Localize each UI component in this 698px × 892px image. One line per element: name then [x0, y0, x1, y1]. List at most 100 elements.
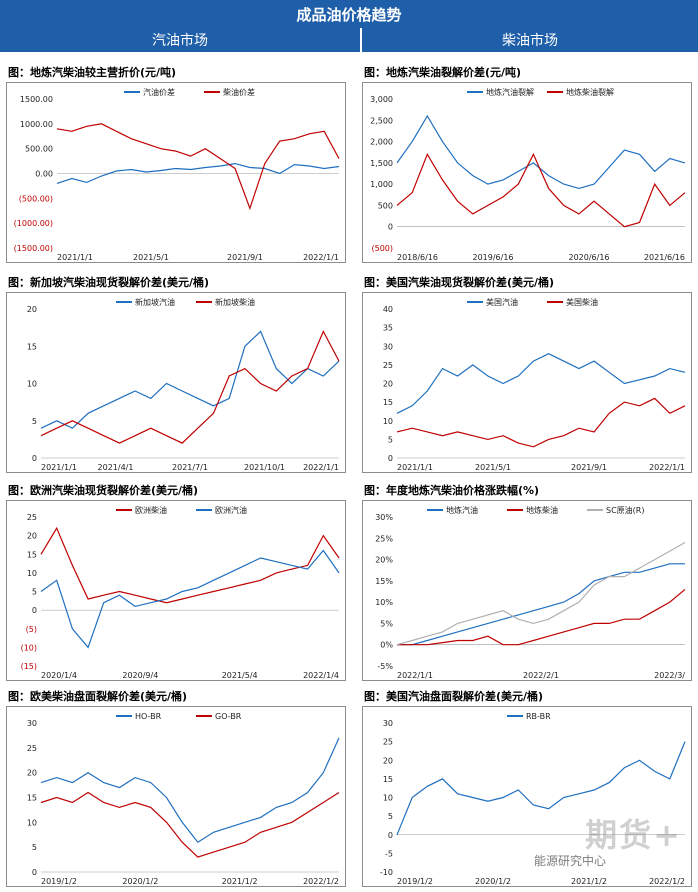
y-tick-label: 25 — [27, 744, 37, 753]
y-tick-label: 0 — [388, 454, 393, 463]
y-tick-label: 5 — [32, 588, 37, 597]
y-tick-label: 20 — [27, 769, 37, 778]
chart-title-1: 图：地炼汽柴油较主营折价(元/吨) — [8, 66, 177, 79]
x-tick-label: 2021/7/1 — [172, 463, 208, 472]
x-tick-label: 2022/1/4 — [303, 671, 339, 680]
y-tick-label: 30 — [383, 342, 393, 351]
y-tick-label: 35 — [383, 324, 393, 333]
y-tick-label: 0% — [380, 641, 393, 650]
gasoline-section-header: 汽油市场 — [0, 28, 360, 52]
series-line-2 — [40, 791, 340, 858]
chart-panel-6: 图：年度地炼汽柴油价格涨跌幅(%) 30% 25% 20% 15% 10% 5% 0% -5%… — [356, 478, 698, 683]
y-tick-label: (500) — [371, 244, 393, 253]
x-tick-label: 2022/1/2 — [649, 877, 685, 886]
y-tick-label: 25% — [375, 534, 393, 543]
y-tick-label: 30 — [383, 719, 393, 728]
y-tick-label: 0 — [388, 831, 393, 840]
y-tick-label: 5 — [388, 435, 393, 444]
chart-panel-7: 图：欧美柴油盘面裂解价差(美元/桶) 30 25 20 15 10 5 0 2019/1/2 2… — [0, 684, 356, 889]
series-line-1 — [397, 563, 685, 646]
legend-label-3: SC原油(R) — [606, 505, 644, 515]
y-tick-label: 20 — [27, 305, 37, 314]
chart-4: 40 35 30 25 20 15 10 5 0 2021/1/1 2021/5/1 2021/9/1… — [383, 297, 686, 472]
x-tick-label: 2021/6/16 — [644, 253, 685, 262]
chart-panel-2: 图：地炼汽柴油裂解价差(元/吨) 3,000 2,500 2,000 1,500 1,0… — [356, 60, 698, 265]
y-tick-label: 5 — [388, 812, 393, 821]
series-line-1 — [40, 526, 340, 604]
y-tick-label: 40 — [383, 305, 393, 314]
x-tick-label: 2021/9/1 — [227, 253, 263, 262]
y-tick-label: 1500.00 — [20, 95, 53, 104]
series-line-3 — [396, 541, 686, 646]
y-tick-label: 25 — [383, 361, 393, 370]
legend-label-2: 美国柴油 — [566, 297, 598, 307]
series-line-2 — [396, 152, 686, 228]
x-tick-label: 2021/1/2 — [222, 877, 258, 886]
legend-label-2: GO-BR — [215, 712, 242, 721]
y-tick-label: (10) — [21, 643, 37, 652]
x-tick-label: 2022/3/ — [654, 671, 685, 680]
series-line-1 — [40, 737, 340, 843]
y-tick-label: (1500.00) — [14, 244, 53, 253]
y-tick-label: 2,500 — [370, 116, 393, 125]
y-tick-label: 1,000 — [370, 180, 393, 189]
y-tick-label: 15 — [383, 398, 393, 407]
x-tick-label: 2020/6/16 — [568, 253, 609, 262]
legend-label-2: 新加坡柴油 — [215, 297, 255, 307]
series-line-1 — [40, 330, 340, 429]
y-tick-label: (5) — [26, 625, 37, 634]
y-tick-label: 15 — [27, 342, 37, 351]
chart-title-7: 图：欧美柴油盘面裂解价差(美元/桶) — [8, 690, 188, 703]
x-tick-label: 2022/1/1 — [649, 463, 685, 472]
chart-5: 25 20 15 10 5 0 (5) (10) (15) 2020/1/4 2020/9/4 202… — [21, 505, 340, 680]
chart-title-5: 图：欧洲汽柴油现货裂解价差(美元/桶) — [8, 484, 199, 497]
y-tick-label: 10% — [375, 598, 393, 607]
y-tick-label: (1000.00) — [14, 219, 53, 228]
x-tick-label: 2019/1/2 — [41, 877, 77, 886]
legend-label-1: 地炼汽油裂解 — [486, 87, 534, 97]
legend-label-1: 地炼汽油 — [446, 505, 478, 515]
x-tick-label: 2022/1/2 — [303, 877, 339, 886]
x-tick-label: 2020/9/4 — [122, 671, 158, 680]
x-tick-label: 2022/2/1 — [523, 671, 559, 680]
series-line-2 — [396, 397, 686, 448]
y-tick-label: 0 — [32, 606, 37, 615]
x-tick-label: 2020/1/4 — [41, 671, 77, 680]
legend-label-1: HO-BR — [135, 712, 162, 721]
chart-panel-1: 图：地炼汽柴油较主营折价(元/吨) 1500.00 1000.00 500.00 0.… — [0, 60, 356, 265]
y-tick-label: 10 — [27, 569, 37, 578]
x-tick-label: 2022/1/1 — [397, 671, 433, 680]
x-tick-label: 2020/1/2 — [122, 877, 158, 886]
y-tick-label: -5% — [377, 662, 393, 671]
x-tick-label: 2021/1/1 — [41, 463, 77, 472]
x-tick-label: 2019/6/16 — [472, 253, 513, 262]
y-tick-label: 15% — [375, 577, 393, 586]
chart-panel-3: 图：新加坡汽柴油现货裂解价差(美元/桶) 20 15 10 5 0 2021/1/1 202… — [0, 270, 356, 475]
y-tick-label: 0 — [32, 454, 37, 463]
y-tick-label: 20% — [375, 556, 393, 565]
legend-label-1: RB-BR — [526, 712, 551, 721]
y-tick-label: 1000.00 — [20, 120, 53, 129]
y-tick-label: 20 — [27, 532, 37, 541]
y-tick-label: 2,000 — [370, 138, 393, 147]
y-tick-label: 30 — [27, 719, 37, 728]
series-line-1 — [396, 114, 686, 190]
chart-panel-5: 图：欧洲汽柴油现货裂解价差(美元/桶) 25 20 15 10 5 0 (5) (10) (15… — [0, 478, 356, 683]
series-line-1 — [56, 162, 340, 184]
x-tick-label: 2021/9/1 — [571, 463, 607, 472]
series-line-2 — [56, 123, 340, 211]
chart-title-8: 图：美国汽油盘面裂解价差(美元/桶) — [364, 690, 544, 703]
y-tick-label: (15) — [21, 662, 37, 671]
series-line-2 — [397, 588, 686, 646]
legend-label-1: 欧洲柴油 — [135, 505, 167, 515]
y-tick-label: 10 — [27, 380, 37, 389]
chart-title-4: 图：美国汽柴油现货裂解价差(美元/桶) — [364, 276, 555, 289]
y-tick-label: 5% — [380, 619, 393, 628]
chart-6: 30% 25% 20% 15% 10% 5% 0% -5% 2022/1/1 2022/2/1 20… — [375, 505, 686, 680]
x-tick-label: 2021/1/1 — [397, 463, 433, 472]
y-tick-label: -10 — [380, 868, 393, 877]
chart-title-2: 图：地炼汽柴油裂解价差(元/吨) — [364, 66, 522, 79]
chart-1: 1500.00 1000.00 500.00 0.00 (500.00) (1000.00… — [14, 87, 340, 262]
y-tick-label: 500.00 — [25, 145, 53, 154]
chart-2: 3,000 2,500 2,000 1,500 1,000 500 0 (500) 2018/6… — [370, 87, 686, 262]
